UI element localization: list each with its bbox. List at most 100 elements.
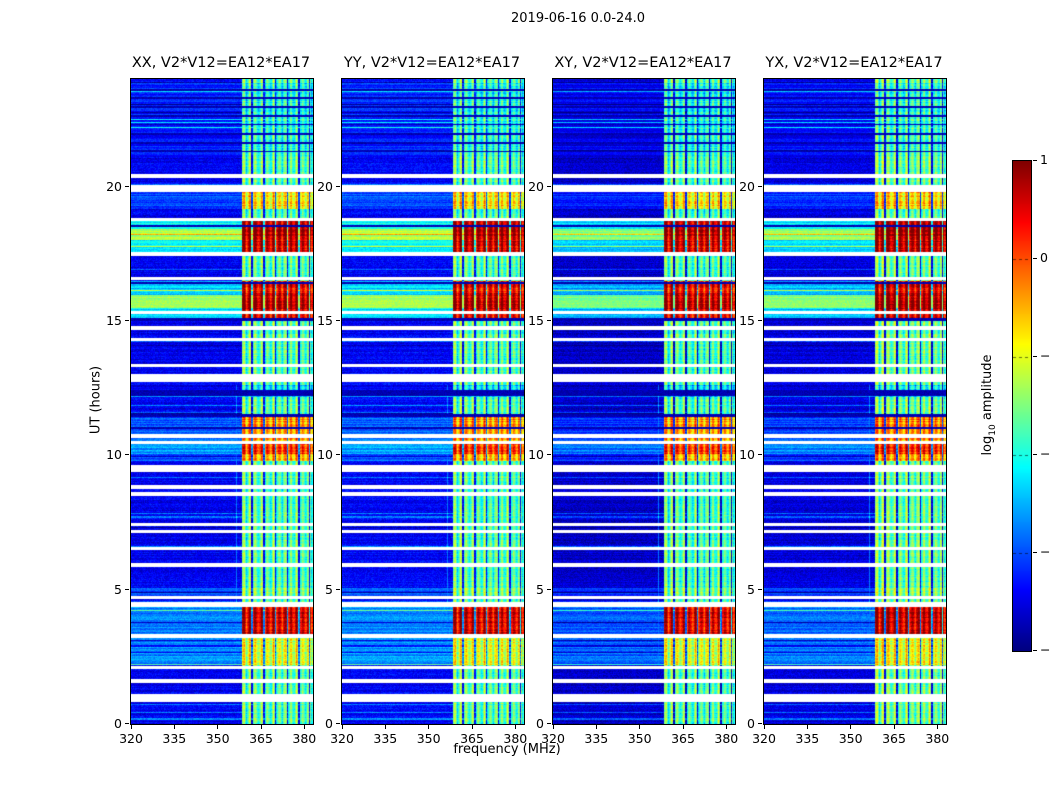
x-tick-mark <box>936 725 938 729</box>
colorbar-tick-label: 1 <box>1040 152 1048 167</box>
colorbar-tick-mark <box>1033 453 1037 455</box>
x-tick-mark <box>682 725 684 729</box>
y-tick-mark <box>547 588 551 590</box>
x-tick-mark <box>850 725 852 729</box>
y-tick-label: 15 <box>106 312 122 328</box>
x-tick-label: 350 <box>416 731 441 746</box>
y-tick-label: 5 <box>536 581 544 597</box>
x-tick-mark <box>471 725 473 729</box>
y-tick-mark <box>336 185 340 187</box>
y-tick-label: 15 <box>528 312 544 328</box>
x-tick-label: 380 <box>292 731 317 746</box>
y-tick-label: 0 <box>325 716 333 731</box>
x-tick-mark <box>595 725 597 729</box>
x-tick-mark <box>725 725 727 729</box>
y-tick-label: 10 <box>106 447 122 463</box>
colorbar-tick-mark <box>1033 649 1037 651</box>
y-tick-mark <box>125 723 129 724</box>
y-tick-mark <box>125 588 129 590</box>
colorbar-label-post: amplitude <box>980 354 996 425</box>
y-tick-mark <box>758 723 762 724</box>
panel-title-xy: XY, V2*V12=EA12*EA17 <box>554 55 732 71</box>
x-axis-label: frequency (MHz) <box>453 742 561 757</box>
y-tick-mark <box>336 454 340 456</box>
y-tick-mark <box>547 723 551 724</box>
x-tick-label: 320 <box>330 731 354 746</box>
y-tick-mark <box>758 185 762 187</box>
colorbar-tick-mark <box>1033 355 1037 357</box>
x-tick-label: 365 <box>460 731 484 746</box>
colorbar-label-pre: log <box>980 435 996 456</box>
spectrogram-panel-xx <box>130 78 314 725</box>
panel-title-yy: YY, V2*V12=EA12*EA17 <box>343 55 521 71</box>
y-tick-label: 0 <box>747 716 755 731</box>
y-axis-label: UT (hours) <box>88 365 104 435</box>
spectrogram-canvas-xy <box>553 79 735 724</box>
y-tick-mark <box>336 723 340 724</box>
spectrogram-canvas-yx <box>764 79 946 724</box>
colorbar-tick-label: −2 <box>1040 446 1050 461</box>
colorbar-tick-label: −4 <box>1040 642 1050 657</box>
x-tick-label: 335 <box>584 731 609 746</box>
x-tick-label: 320 <box>541 731 565 746</box>
colorbar-tick-mark <box>1033 159 1037 161</box>
x-tick-mark <box>514 725 516 729</box>
y-tick-label: 15 <box>739 312 755 328</box>
panel-title-yx: YX, V2*V12=EA12*EA17 <box>765 55 943 71</box>
y-tick-label: 20 <box>739 178 755 194</box>
x-tick-label: 320 <box>119 731 143 746</box>
y-tick-label: 15 <box>317 312 333 328</box>
x-tick-mark <box>763 725 765 729</box>
figure-title: 2019-06-16 0.0-24.0 <box>511 11 645 26</box>
x-tick-label: 350 <box>627 731 652 746</box>
y-tick-mark <box>336 588 340 590</box>
y-tick-mark <box>125 319 129 321</box>
x-tick-label: 350 <box>838 731 863 746</box>
x-tick-label: 365 <box>249 731 273 746</box>
x-tick-mark <box>303 725 305 729</box>
y-tick-label: 10 <box>317 447 333 463</box>
y-tick-label: 5 <box>114 581 122 597</box>
colorbar <box>1012 160 1032 652</box>
y-tick-mark <box>547 185 551 187</box>
y-tick-mark <box>125 185 129 187</box>
x-tick-label: 335 <box>162 731 187 746</box>
y-tick-label: 20 <box>528 178 544 194</box>
x-tick-label: 365 <box>882 731 906 746</box>
panel-title-xx: XX, V2*V12=EA12*EA17 <box>131 55 311 71</box>
colorbar-tick-mark <box>1033 257 1037 259</box>
y-tick-label: 20 <box>317 178 333 194</box>
x-tick-label: 380 <box>503 731 528 746</box>
x-tick-label: 320 <box>752 731 776 746</box>
spectrogram-panel-yx <box>763 78 947 725</box>
colorbar-tick-label: 0 <box>1040 250 1048 265</box>
y-tick-label: 0 <box>536 716 544 731</box>
y-tick-label: 5 <box>325 581 333 597</box>
y-tick-mark <box>336 319 340 321</box>
x-tick-label: 350 <box>205 731 230 746</box>
x-tick-mark <box>893 725 895 729</box>
colorbar-axis-label: log10 amplitude <box>980 354 998 455</box>
x-tick-label: 335 <box>373 731 398 746</box>
x-tick-mark <box>260 725 262 729</box>
y-tick-mark <box>758 588 762 590</box>
colorbar-canvas <box>1013 161 1031 651</box>
x-tick-mark <box>217 725 219 729</box>
y-tick-label: 0 <box>114 716 122 731</box>
spectrogram-canvas-yy <box>342 79 524 724</box>
x-tick-label: 365 <box>671 731 695 746</box>
y-tick-mark <box>547 454 551 456</box>
colorbar-tick-label: −3 <box>1040 544 1050 559</box>
x-tick-mark <box>384 725 386 729</box>
y-tick-label: 10 <box>739 447 755 463</box>
x-tick-mark <box>341 725 343 729</box>
x-tick-label: 380 <box>925 731 950 746</box>
y-tick-label: 5 <box>747 581 755 597</box>
y-tick-label: 10 <box>528 447 544 463</box>
x-tick-mark <box>130 725 132 729</box>
spectrogram-panel-xy <box>552 78 736 725</box>
x-tick-mark <box>552 725 554 729</box>
x-tick-mark <box>428 725 430 729</box>
y-tick-mark <box>125 454 129 456</box>
